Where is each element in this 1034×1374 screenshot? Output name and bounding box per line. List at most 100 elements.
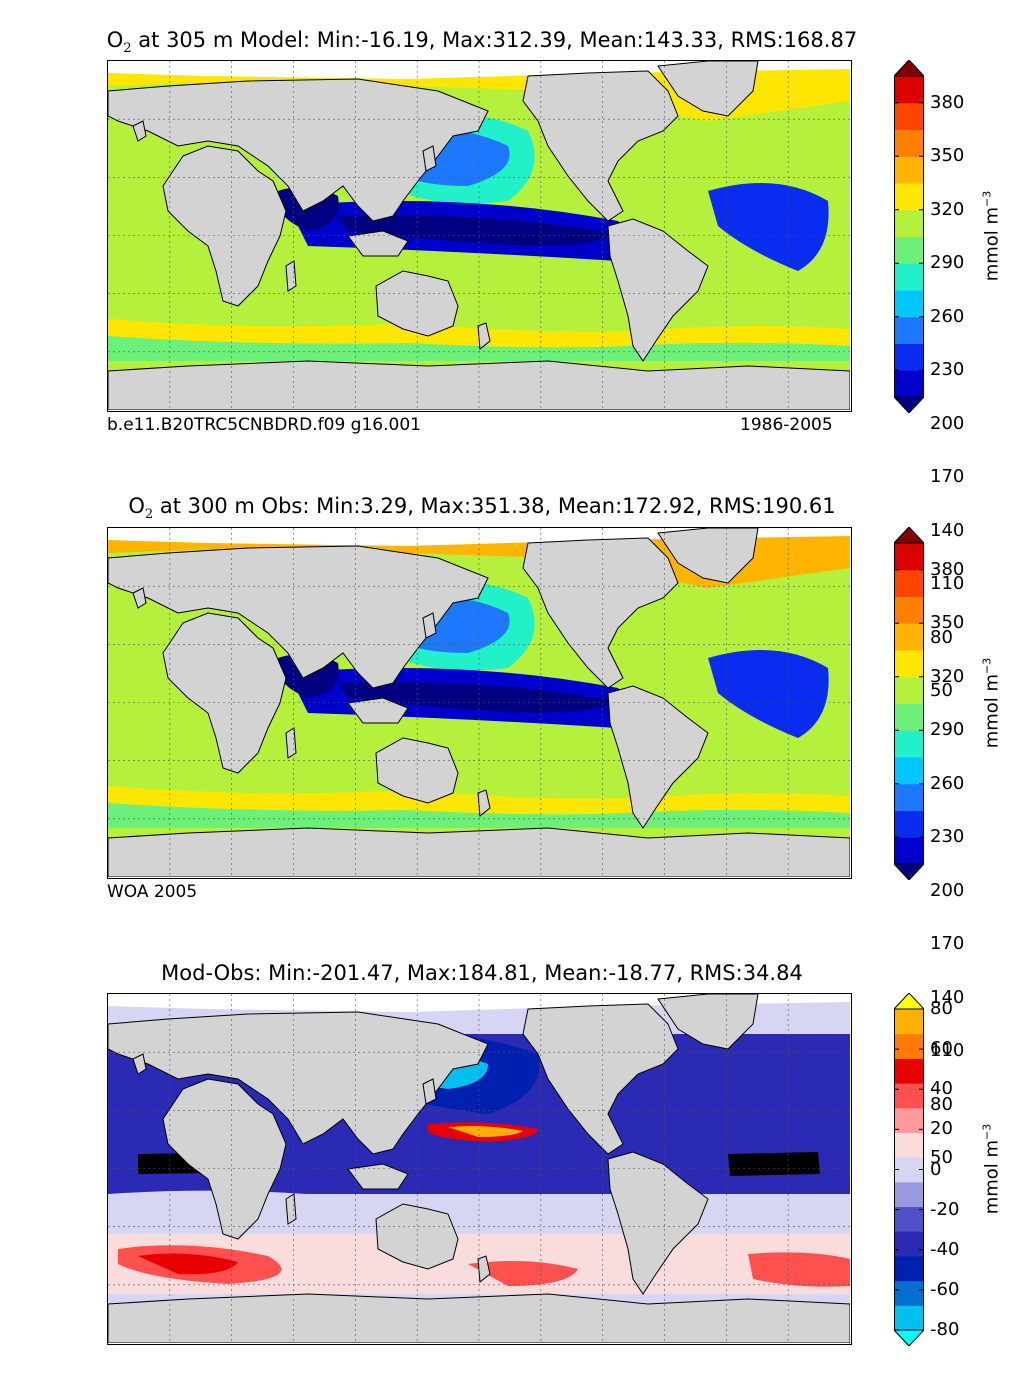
colorbar-band <box>894 730 924 758</box>
panel1-title-sub: 2 <box>123 41 132 57</box>
colorbar-extend-high <box>894 993 924 1010</box>
colorbar-band <box>894 1305 924 1331</box>
panel2-title-rest: at 300 m Obs: Min:3.29, Max:351.38, Mean… <box>153 494 836 518</box>
colorbar-band <box>894 1107 924 1133</box>
colorbar-tick-label: 40 <box>930 1078 953 1100</box>
colorbar-frame <box>894 542 924 865</box>
colorbar-tick-label: 380 <box>930 558 965 580</box>
panel3-title: Mod-Obs: Min:-201.47, Max:184.81, Mean:-… <box>32 961 932 985</box>
colorbar-band <box>894 156 924 184</box>
land-greenland <box>657 528 759 584</box>
colorbar-band <box>894 183 924 211</box>
colorbar-band <box>894 810 924 838</box>
panel1-footer-right: 1986-2005 <box>740 415 833 435</box>
colorbar-band <box>894 1231 924 1257</box>
colorbar-tick-label: 0 <box>930 1158 942 1180</box>
land-australia <box>375 1203 459 1270</box>
colorbar-band <box>894 783 924 811</box>
land-indonesia <box>347 1163 409 1190</box>
colorbar-tick-label: 170 <box>930 933 965 955</box>
colorbar-band <box>894 129 924 157</box>
land-eurasia <box>108 545 489 689</box>
panel2-colorbar-units: mmol m−3 <box>980 658 1002 749</box>
panel1-map <box>107 60 852 412</box>
panel2-title: O2 at 300 m Obs: Min:3.29, Max:351.38, M… <box>32 494 932 522</box>
colorbar-tick-label: 50 <box>930 1147 953 1169</box>
colorbar-band <box>894 1181 924 1208</box>
colorbar-band <box>894 676 924 704</box>
diff-so-positive3 <box>748 1252 850 1287</box>
panel3-colorbar-svg <box>894 993 924 1346</box>
colorbar-band <box>894 757 924 785</box>
panel2-map <box>107 527 852 879</box>
land-greenland <box>657 994 759 1050</box>
colorbar-extend-low <box>894 863 924 880</box>
colorbar-band <box>894 1033 924 1059</box>
panel1-title-rest: at 305 m Model: Min:-16.19, Max:312.39, … <box>131 28 858 52</box>
panel2-footer-left: WOA 2005 <box>107 882 198 902</box>
colorbar-band <box>894 76 924 104</box>
colorbar-band <box>894 102 924 130</box>
colorbar-band <box>894 1058 924 1084</box>
land-africa <box>162 612 287 774</box>
land-greatbritain <box>132 1053 147 1075</box>
colorbar-band <box>894 703 924 731</box>
colorbar-tick-label: 80 <box>930 998 953 1019</box>
colorbar-tick-label: 140 <box>930 519 965 541</box>
colorbar-band <box>894 596 924 624</box>
land-namerica <box>522 1003 679 1155</box>
colorbar-band <box>894 1083 924 1109</box>
land-nz <box>477 789 491 817</box>
colorbar-tick-label: 260 <box>930 772 965 794</box>
panel3-map <box>107 993 852 1345</box>
land-eurasia <box>108 78 489 222</box>
panel1-units-base: mmol m <box>981 206 1003 282</box>
colorbar-band <box>894 263 924 291</box>
land-australia <box>375 270 459 337</box>
land-japan <box>422 612 437 639</box>
land-greatbritain <box>132 120 147 142</box>
diff-atl-low <box>728 1152 820 1176</box>
colorbar-band <box>894 370 924 398</box>
colorbar-band <box>894 1255 924 1282</box>
panel1-units-exp: −3 <box>980 190 994 207</box>
colorbar-tick-label: 20 <box>930 1118 953 1140</box>
colorbar-tick-label: -60 <box>930 1278 960 1300</box>
colorbar-tick-label: -80 <box>930 1319 960 1340</box>
panel1-colorbar-svg <box>894 60 924 413</box>
land-indonesia <box>347 697 409 724</box>
land-nz <box>477 1255 491 1283</box>
land-namerica <box>522 537 679 689</box>
diff-so-positive2 <box>468 1260 578 1286</box>
land-madagascar <box>285 1193 297 1225</box>
colorbar-tick-label: 110 <box>930 1040 965 1062</box>
panel2-units-exp: −3 <box>980 657 994 674</box>
colorbar-tick-label: -40 <box>930 1238 960 1260</box>
colorbar-band <box>894 1009 924 1035</box>
colorbar-band <box>894 236 924 264</box>
colorbar-tick-label: 80 <box>930 626 953 648</box>
colorbar-tick-label: 200 <box>930 412 965 434</box>
band-eatl <box>708 183 829 271</box>
colorbar-band <box>894 837 924 865</box>
colorbar-tick-label: 110 <box>930 573 965 595</box>
colorbar-tick-label: -20 <box>930 1198 960 1220</box>
colorbar-tick-label: 50 <box>930 680 953 702</box>
colorbar-band <box>894 1280 924 1306</box>
colorbar-tick-label: 350 <box>930 145 965 167</box>
band-omz <box>338 682 608 713</box>
land-samerica <box>607 685 709 829</box>
panel3-units-base: mmol m <box>981 1139 1003 1215</box>
panel1-colorbar-units: mmol m−3 <box>980 191 1002 282</box>
colorbar-extend-low <box>894 396 924 413</box>
land-eurasia <box>108 1011 489 1155</box>
colorbar-band <box>894 543 924 571</box>
band-omz <box>338 215 608 246</box>
colorbar-tick-label: 230 <box>930 359 965 381</box>
colorbar-extend-high <box>894 60 924 77</box>
colorbar-tick-label: 260 <box>930 305 965 327</box>
land-africa <box>162 145 287 307</box>
panel2-colorbar: 380 350 320 290 260 230 200 170 140 110 80 50 mmol … <box>894 527 1024 1168</box>
colorbar-tick-label: 290 <box>930 719 965 741</box>
colorbar-tick-label: 320 <box>930 665 965 687</box>
